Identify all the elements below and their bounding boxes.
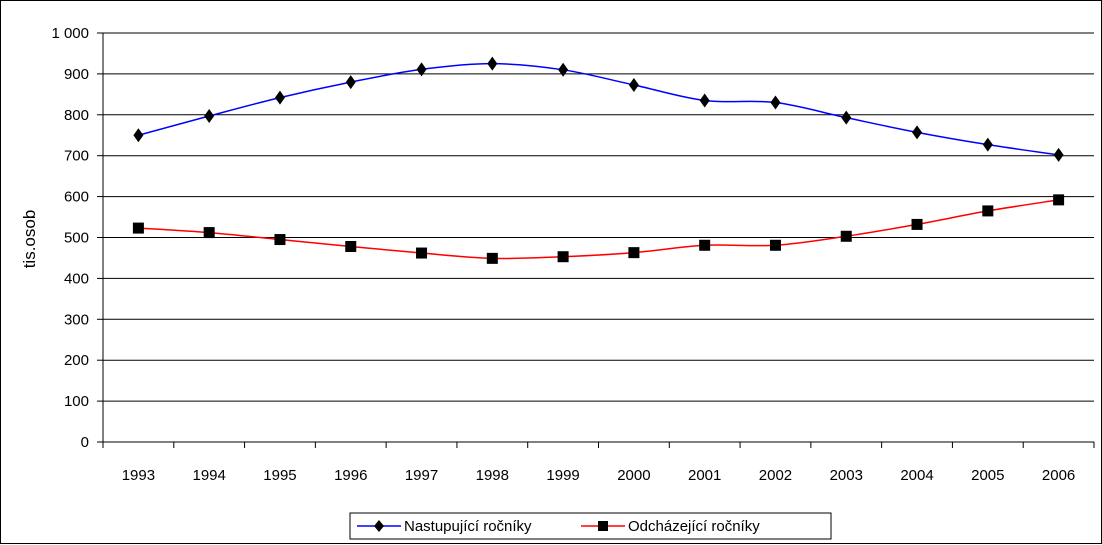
data-point-square [628,247,640,259]
y-axis-title: tis.osob [20,210,39,269]
data-point-square [557,251,569,263]
y-tick-label: 200 [64,352,89,369]
x-tick-label: 1998 [476,467,509,484]
data-point-square [911,218,923,230]
axes [97,32,1095,448]
y-tick-label: 600 [64,189,89,206]
data-point-diamond [841,110,852,125]
data-point-square [345,240,357,252]
data-point-diamond [770,95,781,110]
y-tick-label: 500 [64,230,89,247]
y-tick-label: 1 000 [51,25,89,42]
data-point-square [416,247,428,259]
legend-marker-square [598,521,608,531]
data-point-diamond [628,77,639,92]
x-tick-label: 2006 [1042,467,1075,484]
data-point-diamond [912,125,923,140]
series-line-1 [138,199,1059,260]
data-point-square [274,234,286,246]
data-point-diamond [487,56,498,71]
data-point-square [699,239,711,251]
y-tick-label: 300 [64,311,89,328]
x-tick-label: 2000 [617,467,650,484]
y-tick-labels: 0 100 200 300 400 500 600 700 800 900 1 000 [51,25,89,451]
data-point-square [769,239,781,251]
legend-marker-diamond [374,520,384,532]
data-point-square [1053,194,1065,206]
data-point-diamond [133,128,144,143]
data-point-square [982,205,994,217]
data-point-diamond [699,93,710,108]
series-line-0 [138,62,1059,156]
x-tick-label: 2002 [759,467,792,484]
y-tick-label: 900 [64,66,89,83]
data-point-diamond [558,62,569,77]
x-tick-label: 1999 [546,467,579,484]
x-tick-label: 1994 [192,467,225,484]
x-tick-label: 1996 [334,467,367,484]
data-point-square [132,222,144,234]
series [132,56,1065,264]
legend-label-nastupujici: Nastupující ročníky [404,518,532,535]
data-point-diamond [204,109,215,124]
x-tick-label: 1993 [122,467,155,484]
x-tick-label: 2003 [830,467,863,484]
legend: Nastupující ročníky Odcházející ročníky [349,512,832,540]
gridlines [103,32,1094,402]
data-point-square [840,230,852,242]
x-tick-label: 2005 [971,467,1004,484]
data-point-square [203,227,215,239]
x-tick-labels: 1993 1994 1995 1996 1997 1998 1999 2000 2001 2002… [122,467,1076,484]
data-point-diamond [274,90,285,105]
y-tick-label: 700 [64,148,89,165]
x-tick-label: 2004 [900,467,933,484]
data-point-diamond [982,137,993,152]
y-tick-label: 400 [64,270,89,287]
y-tick-label: 800 [64,107,89,124]
y-tick-label: 100 [64,393,89,410]
y-tick-label: 0 [81,434,89,451]
data-point-square [486,252,498,264]
legend-label-odchazejici: Odcházející ročníky [628,518,760,535]
data-point-diamond [416,62,427,77]
x-tick-label: 1995 [263,467,296,484]
x-tick-label: 2001 [688,467,721,484]
data-point-diamond [345,75,356,90]
x-tick-label: 1997 [405,467,438,484]
data-point-diamond [1053,147,1064,162]
